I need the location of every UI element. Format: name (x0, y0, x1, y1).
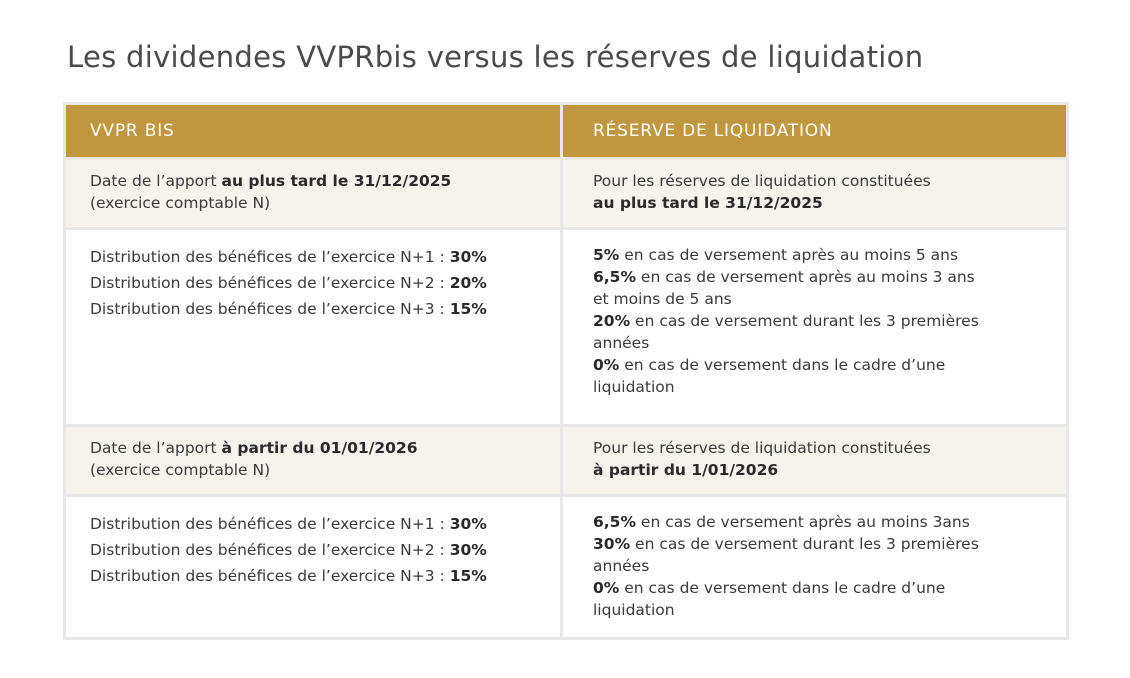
bold-text: 6,5% (593, 513, 636, 531)
text-line: (exercice comptable N) (90, 192, 560, 214)
bold-text: 20% (449, 274, 487, 292)
text-line: à partir du 1/01/2026 (593, 459, 1066, 481)
text: en cas de versement dans le cadre d’une (619, 579, 946, 597)
column-header: RÉSERVE DE LIQUIDATION (560, 102, 1069, 160)
bold-text: à partir du 01/01/2026 (221, 439, 418, 457)
text: années (593, 557, 650, 575)
text: Distribution des bénéfices de l’exercice… (90, 541, 450, 559)
column-header: VVPR BIS (63, 102, 563, 160)
text-line: et moins de 5 ans (593, 288, 1066, 310)
text-line: liquidation (593, 599, 1066, 621)
text-line: 30% en cas de versement durant les 3 pre… (593, 533, 1066, 555)
text: Date de l’apport (90, 172, 222, 190)
text: en cas de versement dans le cadre d’une (619, 356, 946, 374)
table-row: Distribution des bénéfices de l’exercice… (63, 494, 1069, 640)
text-line: Distribution des bénéfices de l’exercice… (90, 296, 560, 322)
table-cell: 6,5% en cas de versement après au moins … (560, 494, 1069, 640)
text: années (593, 334, 650, 352)
text-line: 6,5% en cas de versement après au moins … (593, 266, 1066, 288)
text-line: années (593, 555, 1066, 577)
text: en cas de versement après au moins 3ans (636, 513, 970, 531)
text-line: Date de l’apport à partir du 01/01/2026 (90, 437, 560, 459)
table-cell: Pour les réserves de liquidation constit… (560, 424, 1069, 497)
table-row: Date de l’apport au plus tard le 31/12/2… (63, 157, 1069, 230)
text-line: liquidation (593, 376, 1066, 398)
table-cell: Pour les réserves de liquidation constit… (560, 157, 1069, 230)
text: (exercice comptable N) (90, 461, 271, 479)
table-row: Date de l’apport à partir du 01/01/2026 (… (63, 424, 1069, 497)
text-line: Distribution des bénéfices de l’exercice… (90, 563, 560, 589)
bold-text: 30% (593, 535, 631, 553)
bold-text: 15% (449, 567, 487, 585)
text-line: 0% en cas de versement dans le cadre d’u… (593, 354, 1066, 376)
text-line: années (593, 332, 1066, 354)
bold-text: 0% (593, 356, 620, 374)
bold-text: au plus tard le 31/12/2025 (593, 194, 823, 212)
text: en cas de versement durant les 3 premièr… (630, 312, 979, 330)
text: Pour les réserves de liquidation constit… (593, 172, 931, 190)
text-line: 5% en cas de versement après au moins 5 … (593, 244, 1066, 266)
bold-text: 20% (593, 312, 631, 330)
text-line: (exercice comptable N) (90, 459, 560, 481)
table-head: VVPR BIS RÉSERVE DE LIQUIDATION (63, 102, 1069, 160)
text-line: Distribution des bénéfices de l’exercice… (90, 537, 560, 563)
text-line: 20% en cas de versement durant les 3 pre… (593, 310, 1066, 332)
text: Distribution des bénéfices de l’exercice… (90, 515, 450, 533)
text: liquidation (593, 378, 675, 396)
bold-text: au plus tard le 31/12/2025 (221, 172, 452, 190)
table-cell: Distribution des bénéfices de l’exercice… (63, 494, 563, 640)
bold-text: 5% (593, 246, 620, 264)
text: Distribution des bénéfices de l’exercice… (90, 248, 450, 266)
bold-text: 30% (449, 541, 487, 559)
text: en cas de versement durant les 3 premièr… (630, 535, 979, 553)
text: en cas de versement après au moins 5 ans (619, 246, 959, 264)
text-line: Pour les réserves de liquidation constit… (593, 437, 1066, 459)
table-cell: Distribution des bénéfices de l’exercice… (63, 227, 563, 427)
text: Distribution des bénéfices de l’exercice… (90, 300, 450, 318)
bold-text: 0% (593, 579, 620, 597)
bold-text: 30% (449, 515, 487, 533)
table-body: Date de l’apport au plus tard le 31/12/2… (63, 157, 1069, 640)
text-line: Pour les réserves de liquidation constit… (593, 170, 1066, 192)
bold-text: 6,5% (593, 268, 636, 286)
page-title: Les dividendes VVPRbis versus les réserv… (67, 40, 924, 74)
text: Date de l’apport (90, 439, 222, 457)
bold-text: 15% (449, 300, 487, 318)
text-line: au plus tard le 31/12/2025 (593, 192, 1066, 214)
bold-text: 30% (449, 248, 487, 266)
text: liquidation (593, 601, 675, 619)
text-line: 0% en cas de versement dans le cadre d’u… (593, 577, 1066, 599)
table-cell: 5% en cas de versement après au moins 5 … (560, 227, 1069, 427)
text-line: 6,5% en cas de versement après au moins … (593, 511, 1066, 533)
text: Distribution des bénéfices de l’exercice… (90, 274, 450, 292)
text: (exercice comptable N) (90, 194, 271, 212)
table-cell: Date de l’apport au plus tard le 31/12/2… (63, 157, 563, 230)
comparison-table: VVPR BIS RÉSERVE DE LIQUIDATION Date de l… (63, 102, 1069, 640)
header-row: VVPR BIS RÉSERVE DE LIQUIDATION (63, 102, 1069, 160)
text-line: Distribution des bénéfices de l’exercice… (90, 244, 560, 270)
text: et moins de 5 ans (593, 290, 732, 308)
text-line: Date de l’apport au plus tard le 31/12/2… (90, 170, 560, 192)
text: Pour les réserves de liquidation constit… (593, 439, 931, 457)
table-cell: Date de l’apport à partir du 01/01/2026 (… (63, 424, 563, 497)
text-line: Distribution des bénéfices de l’exercice… (90, 511, 560, 537)
text: Distribution des bénéfices de l’exercice… (90, 567, 450, 585)
text-line: Distribution des bénéfices de l’exercice… (90, 270, 560, 296)
table-row: Distribution des bénéfices de l’exercice… (63, 227, 1069, 427)
bold-text: à partir du 1/01/2026 (593, 461, 779, 479)
text: en cas de versement après au moins 3 ans (636, 268, 975, 286)
